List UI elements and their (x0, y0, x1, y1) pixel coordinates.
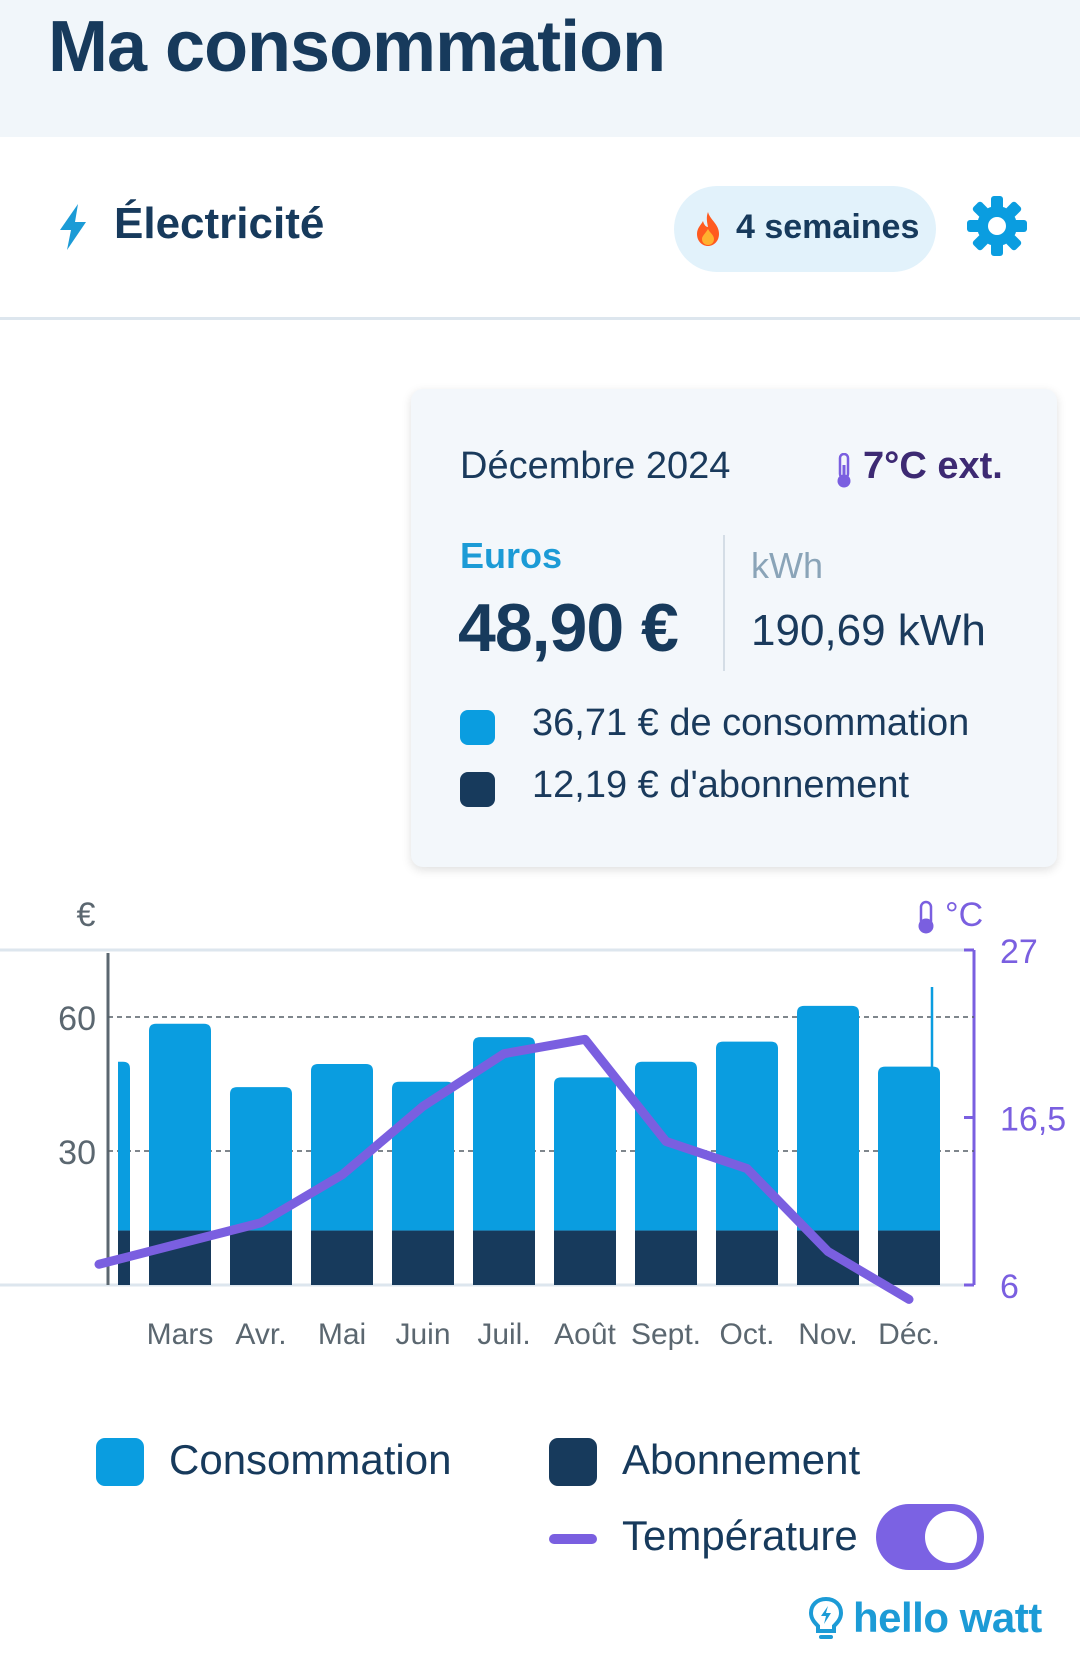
x-tick-label: Avr. (235, 1318, 286, 1351)
x-tick-label: vr. (83, 1318, 115, 1351)
energy-row: Électricité 4 semaines (0, 137, 1080, 320)
fire-icon (697, 212, 719, 246)
bar-consumption (716, 1041, 778, 1231)
energy-type-label[interactable]: Électricité (114, 199, 325, 248)
x-tick-label: Sept. (631, 1318, 701, 1351)
x-tick-label: Mai (318, 1318, 366, 1351)
tooltip-subscription-text: 12,19 € d'abonnement (532, 764, 910, 806)
legend-consumption-label: Consommation (169, 1436, 452, 1483)
tooltip-divider (723, 535, 725, 671)
x-tick-label: Août (554, 1318, 616, 1351)
bar-subscription (554, 1230, 616, 1285)
tooltip-consumption-text: 36,71 € de consommation (532, 702, 970, 744)
left-axis-unit: € (77, 896, 96, 934)
temperature-toggle[interactable] (876, 1504, 984, 1570)
bar-subscription (797, 1230, 859, 1285)
euros-tab[interactable]: Euros (460, 535, 563, 576)
legend-temperature-line (549, 1534, 597, 1544)
x-tick-label: Mars (147, 1318, 214, 1351)
left-tick-label: 60 (58, 1000, 96, 1038)
subscription-swatch (460, 772, 495, 807)
page-title: Ma consommation (48, 7, 666, 87)
right-axis-unit: °C (945, 896, 983, 934)
tooltip-month: Décembre 2024 (460, 445, 731, 487)
temperature-line (94, 1034, 914, 1304)
toggle-knob (925, 1511, 977, 1563)
legend-temperature-label: Température (622, 1512, 858, 1559)
bar-subscription (311, 1230, 373, 1285)
bar-subscription (392, 1230, 454, 1285)
page-header: Ma consommation (0, 0, 1080, 137)
legend-subscription-swatch (549, 1438, 597, 1486)
legend-consumption-swatch (96, 1438, 144, 1486)
tooltip-temperature: 7°C ext. (863, 445, 1003, 487)
right-tick-label: 27 (1000, 933, 1038, 971)
tooltip-kwh-value: 190,69 kWh (751, 606, 986, 655)
right-tick-label: 6 (1000, 1268, 1019, 1306)
thermometer-icon (837, 453, 851, 488)
month-tooltip-card: Décembre 2024 7°C ext. Euros kWh 48,90 €… (411, 389, 1057, 867)
bar-subscription (230, 1230, 292, 1285)
right-tick-label: 16,5 (1000, 1101, 1066, 1139)
gear-icon[interactable] (966, 195, 1028, 257)
x-tick-label: Juil. (477, 1318, 530, 1351)
lightbulb-icon (808, 1596, 844, 1639)
bar-consumption (797, 1005, 859, 1231)
bar-consumption (118, 1061, 130, 1231)
bar-consumption (473, 1037, 535, 1231)
consumption-swatch (460, 710, 495, 745)
brand-name: hello watt (853, 1594, 1042, 1641)
x-tick-label: Déc. (878, 1318, 940, 1351)
period-label: 4 semaines (736, 208, 920, 246)
bar-subscription (635, 1230, 697, 1285)
right-axis-thermometer-icon (918, 900, 934, 934)
kwh-tab[interactable]: kWh (751, 545, 823, 586)
consumption-chart[interactable]: 30 60 6 16,5 27 € °C vr. Mars Avr. Mai Juin Juil. Aoû… (0, 880, 1080, 1360)
period-chip[interactable]: 4 semaines (674, 186, 936, 272)
bar-consumption (878, 1066, 940, 1231)
tooltip-euros-value: 48,90 € (458, 590, 679, 666)
x-tick-label: Juin (395, 1318, 450, 1351)
bar-subscription (473, 1230, 535, 1285)
bar-consumption (554, 1077, 616, 1231)
bar-subscription (878, 1230, 940, 1285)
legend-subscription-label: Abonnement (622, 1436, 861, 1483)
bar-consumption (230, 1087, 292, 1231)
left-tick-label: 30 (58, 1134, 96, 1172)
bar-consumption (149, 1023, 211, 1231)
x-tick-label: Nov. (798, 1318, 857, 1351)
x-tick-label: Oct. (719, 1318, 774, 1351)
bar-subscription (716, 1230, 778, 1285)
lightning-bolt-icon (60, 204, 86, 250)
bar-consumption (311, 1063, 373, 1231)
